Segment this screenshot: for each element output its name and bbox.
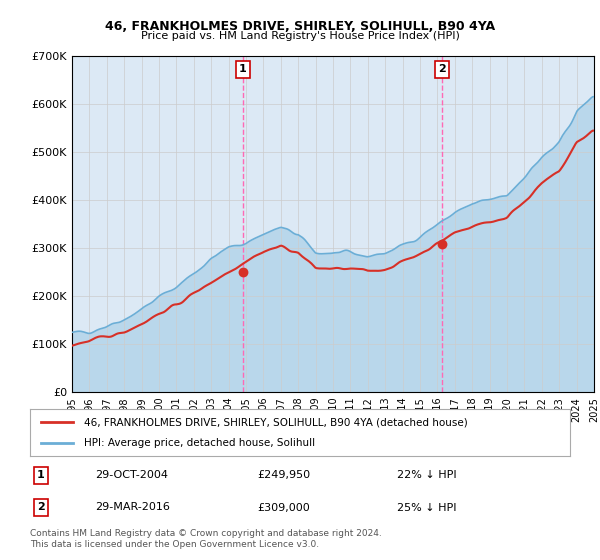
Text: £309,000: £309,000 [257, 502, 310, 512]
Text: 1: 1 [37, 470, 44, 480]
Text: Price paid vs. HM Land Registry's House Price Index (HPI): Price paid vs. HM Land Registry's House … [140, 31, 460, 41]
Text: 46, FRANKHOLMES DRIVE, SHIRLEY, SOLIHULL, B90 4YA: 46, FRANKHOLMES DRIVE, SHIRLEY, SOLIHULL… [105, 20, 495, 32]
Text: HPI: Average price, detached house, Solihull: HPI: Average price, detached house, Soli… [84, 438, 315, 448]
Text: £249,950: £249,950 [257, 470, 310, 480]
Text: 25% ↓ HPI: 25% ↓ HPI [397, 502, 457, 512]
Text: 1: 1 [239, 64, 247, 74]
Text: 29-MAR-2016: 29-MAR-2016 [95, 502, 170, 512]
Text: 2: 2 [37, 502, 44, 512]
Text: 46, FRANKHOLMES DRIVE, SHIRLEY, SOLIHULL, B90 4YA (detached house): 46, FRANKHOLMES DRIVE, SHIRLEY, SOLIHULL… [84, 417, 468, 427]
Text: 22% ↓ HPI: 22% ↓ HPI [397, 470, 457, 480]
Text: 2: 2 [438, 64, 446, 74]
Text: Contains HM Land Registry data © Crown copyright and database right 2024.
This d: Contains HM Land Registry data © Crown c… [30, 529, 382, 549]
Text: 29-OCT-2004: 29-OCT-2004 [95, 470, 168, 480]
Point [437, 239, 446, 248]
Point [238, 268, 248, 277]
